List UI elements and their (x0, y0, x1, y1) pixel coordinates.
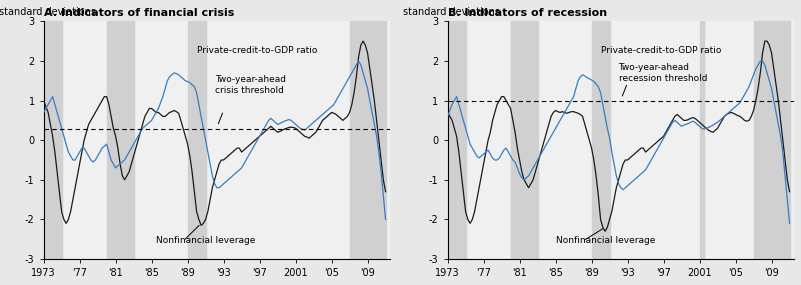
Bar (187, 21, 206, 259)
Bar (754, 21, 790, 259)
Text: B. Indicators of recession: B. Indicators of recession (448, 8, 606, 18)
Text: standard deviations: standard deviations (0, 7, 95, 17)
Bar (107, 21, 134, 259)
Text: A. Indicators of financial crisis: A. Indicators of financial crisis (43, 8, 234, 18)
Text: Two-year-ahead
crisis threshold: Two-year-ahead crisis threshold (215, 75, 286, 95)
Bar (592, 21, 610, 259)
Bar (448, 21, 465, 259)
Bar (699, 21, 704, 259)
Text: Nonfinancial leverage: Nonfinancial leverage (556, 236, 655, 245)
Text: Two-year-ahead
recession threshold: Two-year-ahead recession threshold (618, 63, 707, 83)
Bar (510, 21, 537, 259)
Text: Private-credit-to-GDP ratio: Private-credit-to-GDP ratio (196, 46, 317, 55)
Text: Private-credit-to-GDP ratio: Private-credit-to-GDP ratio (601, 46, 721, 55)
Bar (349, 21, 385, 259)
Bar (43, 21, 62, 259)
Text: Nonfinancial leverage: Nonfinancial leverage (156, 236, 256, 245)
Text: standard deviations: standard deviations (403, 7, 500, 17)
